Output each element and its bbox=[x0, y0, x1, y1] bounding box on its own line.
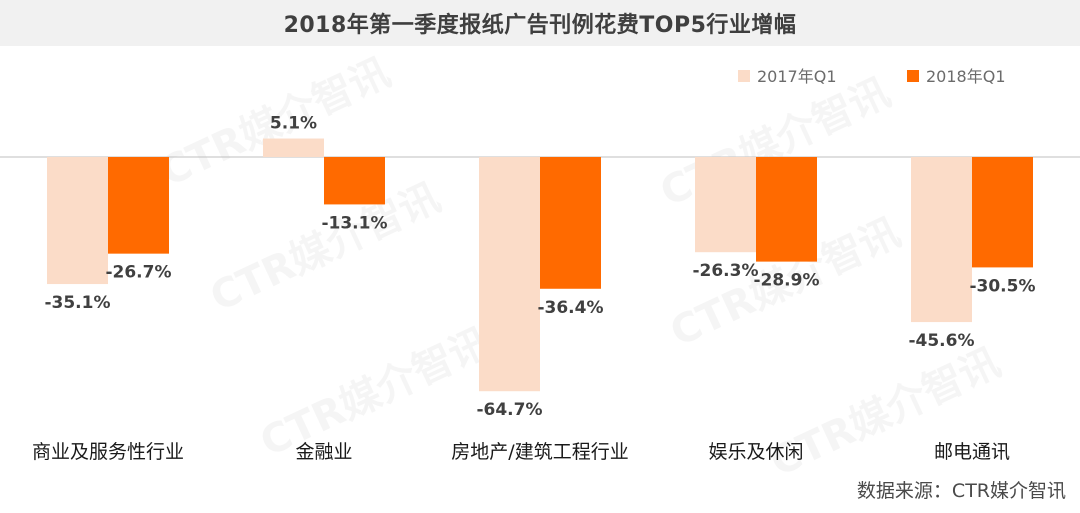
bar-2018 bbox=[324, 157, 385, 205]
category-label: 娱乐及休闲 bbox=[708, 441, 803, 463]
category-label: 商业及服务性行业 bbox=[32, 441, 184, 463]
data-label: -26.7% bbox=[105, 263, 171, 283]
legend-swatch-2017 bbox=[738, 70, 750, 82]
data-label: -45.6% bbox=[908, 331, 974, 351]
title-bar: 2018年第一季度报纸广告刊例花费TOP5行业增幅 bbox=[0, 0, 1080, 46]
chart-title: 2018年第一季度报纸广告刊例花费TOP5行业增幅 bbox=[283, 13, 797, 38]
bar-2017 bbox=[479, 157, 540, 392]
bar-2018 bbox=[756, 157, 817, 262]
bar-2018 bbox=[108, 157, 169, 254]
source-note: 数据来源：CTR媒介智讯 bbox=[856, 480, 1066, 502]
data-label: -13.1% bbox=[321, 213, 387, 233]
data-label: -28.9% bbox=[753, 271, 819, 291]
data-label: 5.1% bbox=[270, 114, 317, 134]
bar-2017 bbox=[911, 157, 972, 323]
category-label: 金融业 bbox=[295, 441, 352, 463]
bar-2017 bbox=[47, 157, 108, 285]
bar-2018 bbox=[540, 157, 601, 289]
legend-label-2017: 2017年Q1 bbox=[757, 67, 837, 86]
bar-2018 bbox=[972, 157, 1033, 268]
bar-2017 bbox=[263, 138, 324, 157]
legend-label-2018: 2018年Q1 bbox=[926, 67, 1006, 86]
legend-swatch-2018 bbox=[907, 70, 919, 82]
category-label: 邮电通讯 bbox=[934, 441, 1010, 463]
category-label: 房地产/建筑工程行业 bbox=[451, 441, 628, 463]
data-label: -30.5% bbox=[969, 276, 1035, 296]
data-label: -26.3% bbox=[692, 261, 758, 281]
data-label: -35.1% bbox=[44, 293, 110, 313]
data-label: -36.4% bbox=[537, 298, 603, 318]
bar-2017 bbox=[695, 157, 756, 253]
data-label: -64.7% bbox=[476, 400, 542, 420]
